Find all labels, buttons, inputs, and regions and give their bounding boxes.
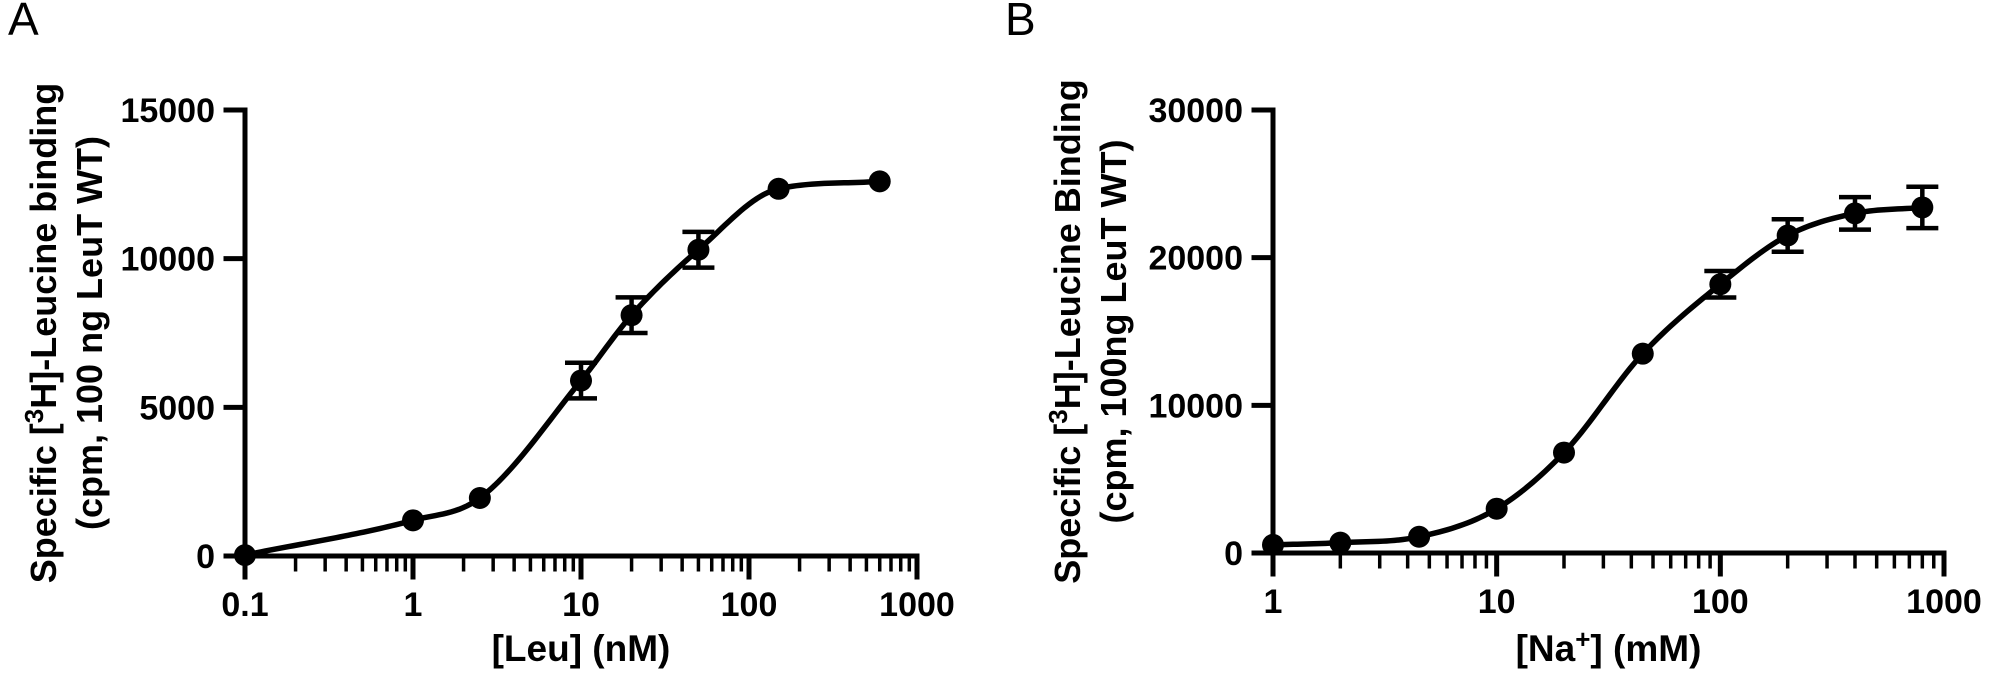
error-bars <box>565 229 715 401</box>
y-tick-label: 20000 <box>1148 240 1243 278</box>
data-point <box>1329 531 1352 554</box>
y-ticks: 0 10000 20000 30000 <box>1148 92 1271 573</box>
data-point <box>468 487 491 510</box>
data-point <box>402 509 424 532</box>
panel-label-b: B <box>1005 0 1036 45</box>
x-tick-label: 1000 <box>879 586 955 624</box>
x-tick-label: 10 <box>562 586 600 624</box>
data-point <box>868 170 891 193</box>
fit-curve <box>1270 204 1926 548</box>
x-tick-label: 1000 <box>1906 583 1982 621</box>
y-tick-label: 10000 <box>120 241 215 279</box>
x-ticks: 1 10 100 1000 <box>1264 555 1982 621</box>
y-axis-title-line-2: (cpm, 100ng LeuT WT) <box>1093 139 1134 523</box>
data-point <box>1485 497 1508 520</box>
y-ticks: 0 5000 10000 15000 <box>120 92 243 576</box>
y-axis-title-line-1: Specific [3H]-Leucine Binding <box>1043 79 1088 584</box>
x-tick-label: 10 <box>1478 583 1516 621</box>
y-axis-title-line-1: Specific [3H]-Leucine binding <box>19 83 64 584</box>
x-tick-label: 100 <box>1692 583 1749 621</box>
x-ticks: 0.1 1 10 100 1000 <box>221 558 955 624</box>
data-point <box>570 369 592 392</box>
data-point <box>620 304 643 327</box>
x-axis-title: [Na+] (mM) <box>1516 624 1702 669</box>
y-axis-title-line-2: (cpm, 100 ng LeuT WT) <box>69 136 110 530</box>
y-tick-label: 15000 <box>120 92 215 130</box>
data-point <box>767 177 790 200</box>
y-tick-label: 30000 <box>1148 92 1243 130</box>
x-tick-label: 0.1 <box>221 586 268 624</box>
data-point <box>1709 273 1732 296</box>
y-tick-label: 10000 <box>1148 387 1243 425</box>
fit-curve <box>242 178 883 558</box>
panel-label-a: A <box>8 0 39 45</box>
data-point <box>1408 525 1431 548</box>
data-point <box>687 238 710 261</box>
data-point <box>1911 196 1934 219</box>
data-point <box>1631 342 1654 365</box>
x-tick-label: 100 <box>721 586 778 624</box>
data-point <box>1776 224 1799 247</box>
x-axis-title: [Leu] (nM) <box>492 628 671 669</box>
data-points <box>234 170 891 567</box>
y-tick-label: 0 <box>196 538 215 576</box>
data-point <box>1843 202 1866 225</box>
data-points <box>1262 196 1934 556</box>
y-tick-label: 5000 <box>139 389 215 427</box>
x-tick-label: 1 <box>404 586 423 624</box>
data-point <box>234 544 256 567</box>
data-point <box>1262 533 1284 556</box>
x-tick-label: 1 <box>1264 583 1283 621</box>
error-bars <box>1704 184 1939 300</box>
data-point <box>1552 441 1575 464</box>
y-tick-label: 0 <box>1224 535 1243 573</box>
